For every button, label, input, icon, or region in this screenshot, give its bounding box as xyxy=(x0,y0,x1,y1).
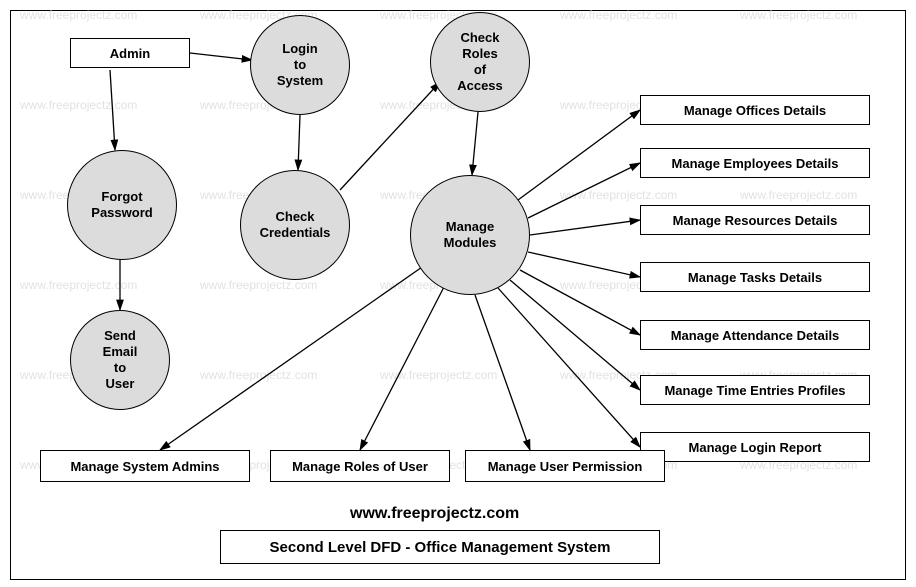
mg-user-perm-label: Manage User Permission xyxy=(488,459,643,474)
mg-roles-usr-label: Manage Roles of User xyxy=(292,459,428,474)
admin-label: Admin xyxy=(110,46,150,61)
title-label: Second Level DFD - Office Management Sys… xyxy=(270,539,611,556)
mg-login-rpt-label: Manage Login Report xyxy=(689,440,822,455)
mg-employees-label: Manage Employees Details xyxy=(672,156,839,171)
manage-sys-admin-rect: Manage System Admins xyxy=(40,450,250,482)
manage-modules-circle: ManageModules xyxy=(410,175,530,295)
send-email-circle: SendEmailtoUser xyxy=(70,310,170,410)
manage-roles-user-rect: Manage Roles of User xyxy=(270,450,450,482)
attribution-label: www.freeprojectz.com xyxy=(350,505,519,522)
manage-modules-label: ManageModules xyxy=(444,219,497,252)
admin-rect: Admin xyxy=(70,38,190,68)
check-roles-label: CheckRolesofAccess xyxy=(457,30,503,95)
mg-offices-label: Manage Offices Details xyxy=(684,103,826,118)
mg-sys-admin-label: Manage System Admins xyxy=(70,459,219,474)
mg-tasks-label: Manage Tasks Details xyxy=(688,270,822,285)
manage-resources-rect: Manage Resources Details xyxy=(640,205,870,235)
login-label: LogintoSystem xyxy=(277,41,323,90)
manage-user-perm-rect: Manage User Permission xyxy=(465,450,665,482)
manage-offices-rect: Manage Offices Details xyxy=(640,95,870,125)
mg-resources-label: Manage Resources Details xyxy=(673,213,838,228)
manage-attendance-rect: Manage Attendance Details xyxy=(640,320,870,350)
check-creds-label: CheckCredentials xyxy=(260,209,331,242)
manage-login-rpt-rect: Manage Login Report xyxy=(640,432,870,462)
mg-attend-label: Manage Attendance Details xyxy=(671,328,840,343)
forgot-label: ForgotPassword xyxy=(91,189,152,222)
manage-tasks-rect: Manage Tasks Details xyxy=(640,262,870,292)
attribution-text: www.freeprojectz.com xyxy=(350,505,519,523)
manage-employees-rect: Manage Employees Details xyxy=(640,148,870,178)
check-credentials-circle: CheckCredentials xyxy=(240,170,350,280)
send-email-label: SendEmailtoUser xyxy=(103,328,138,393)
check-roles-circle: CheckRolesofAccess xyxy=(430,12,530,112)
mg-time-label: Manage Time Entries Profiles xyxy=(664,383,845,398)
manage-time-rect: Manage Time Entries Profiles xyxy=(640,375,870,405)
title-rect: Second Level DFD - Office Management Sys… xyxy=(220,530,660,564)
login-circle: LogintoSystem xyxy=(250,15,350,115)
forgot-password-circle: ForgotPassword xyxy=(67,150,177,260)
